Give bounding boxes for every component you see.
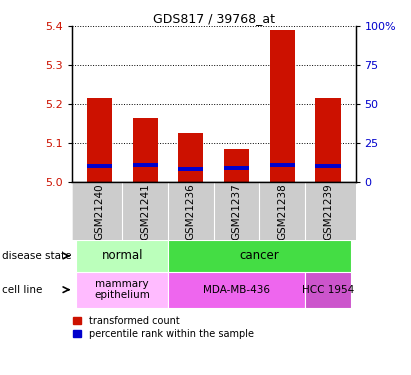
Bar xyxy=(76,272,168,308)
Text: normal: normal xyxy=(102,249,143,262)
Bar xyxy=(76,240,168,272)
Bar xyxy=(316,98,341,182)
Text: MDA-MB-436: MDA-MB-436 xyxy=(203,285,270,295)
Text: GSM21236: GSM21236 xyxy=(186,184,196,240)
Bar xyxy=(270,163,295,167)
Legend: transformed count, percentile rank within the sample: transformed count, percentile rank withi… xyxy=(73,316,254,339)
Bar xyxy=(224,149,249,182)
Text: mammary
epithelium: mammary epithelium xyxy=(94,279,150,300)
Bar xyxy=(132,163,158,167)
Bar xyxy=(316,164,341,168)
Text: GSM21239: GSM21239 xyxy=(323,184,333,240)
Text: GSM21240: GSM21240 xyxy=(95,184,104,240)
Bar xyxy=(224,166,249,170)
Bar xyxy=(132,118,158,182)
Bar xyxy=(305,272,351,308)
Bar xyxy=(178,167,203,171)
Bar xyxy=(168,240,351,272)
Bar xyxy=(87,164,112,168)
Text: disease state: disease state xyxy=(2,251,72,261)
Text: GSM21237: GSM21237 xyxy=(231,184,242,240)
Text: cell line: cell line xyxy=(2,285,42,295)
Bar xyxy=(168,272,305,308)
Bar xyxy=(270,30,295,182)
Bar xyxy=(178,133,203,182)
Text: HCC 1954: HCC 1954 xyxy=(302,285,354,295)
Text: GSM21238: GSM21238 xyxy=(277,184,287,240)
Title: GDS817 / 39768_at: GDS817 / 39768_at xyxy=(153,12,275,25)
Bar xyxy=(87,98,112,182)
Text: cancer: cancer xyxy=(240,249,279,262)
Text: GSM21241: GSM21241 xyxy=(140,184,150,240)
